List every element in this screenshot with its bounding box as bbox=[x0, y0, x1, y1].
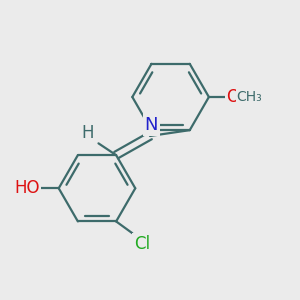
Text: O: O bbox=[226, 88, 239, 106]
Text: CH₃: CH₃ bbox=[236, 90, 262, 104]
Text: HO: HO bbox=[14, 179, 40, 197]
Text: Cl: Cl bbox=[134, 235, 150, 253]
Text: H: H bbox=[82, 124, 94, 142]
Text: N: N bbox=[145, 116, 158, 134]
